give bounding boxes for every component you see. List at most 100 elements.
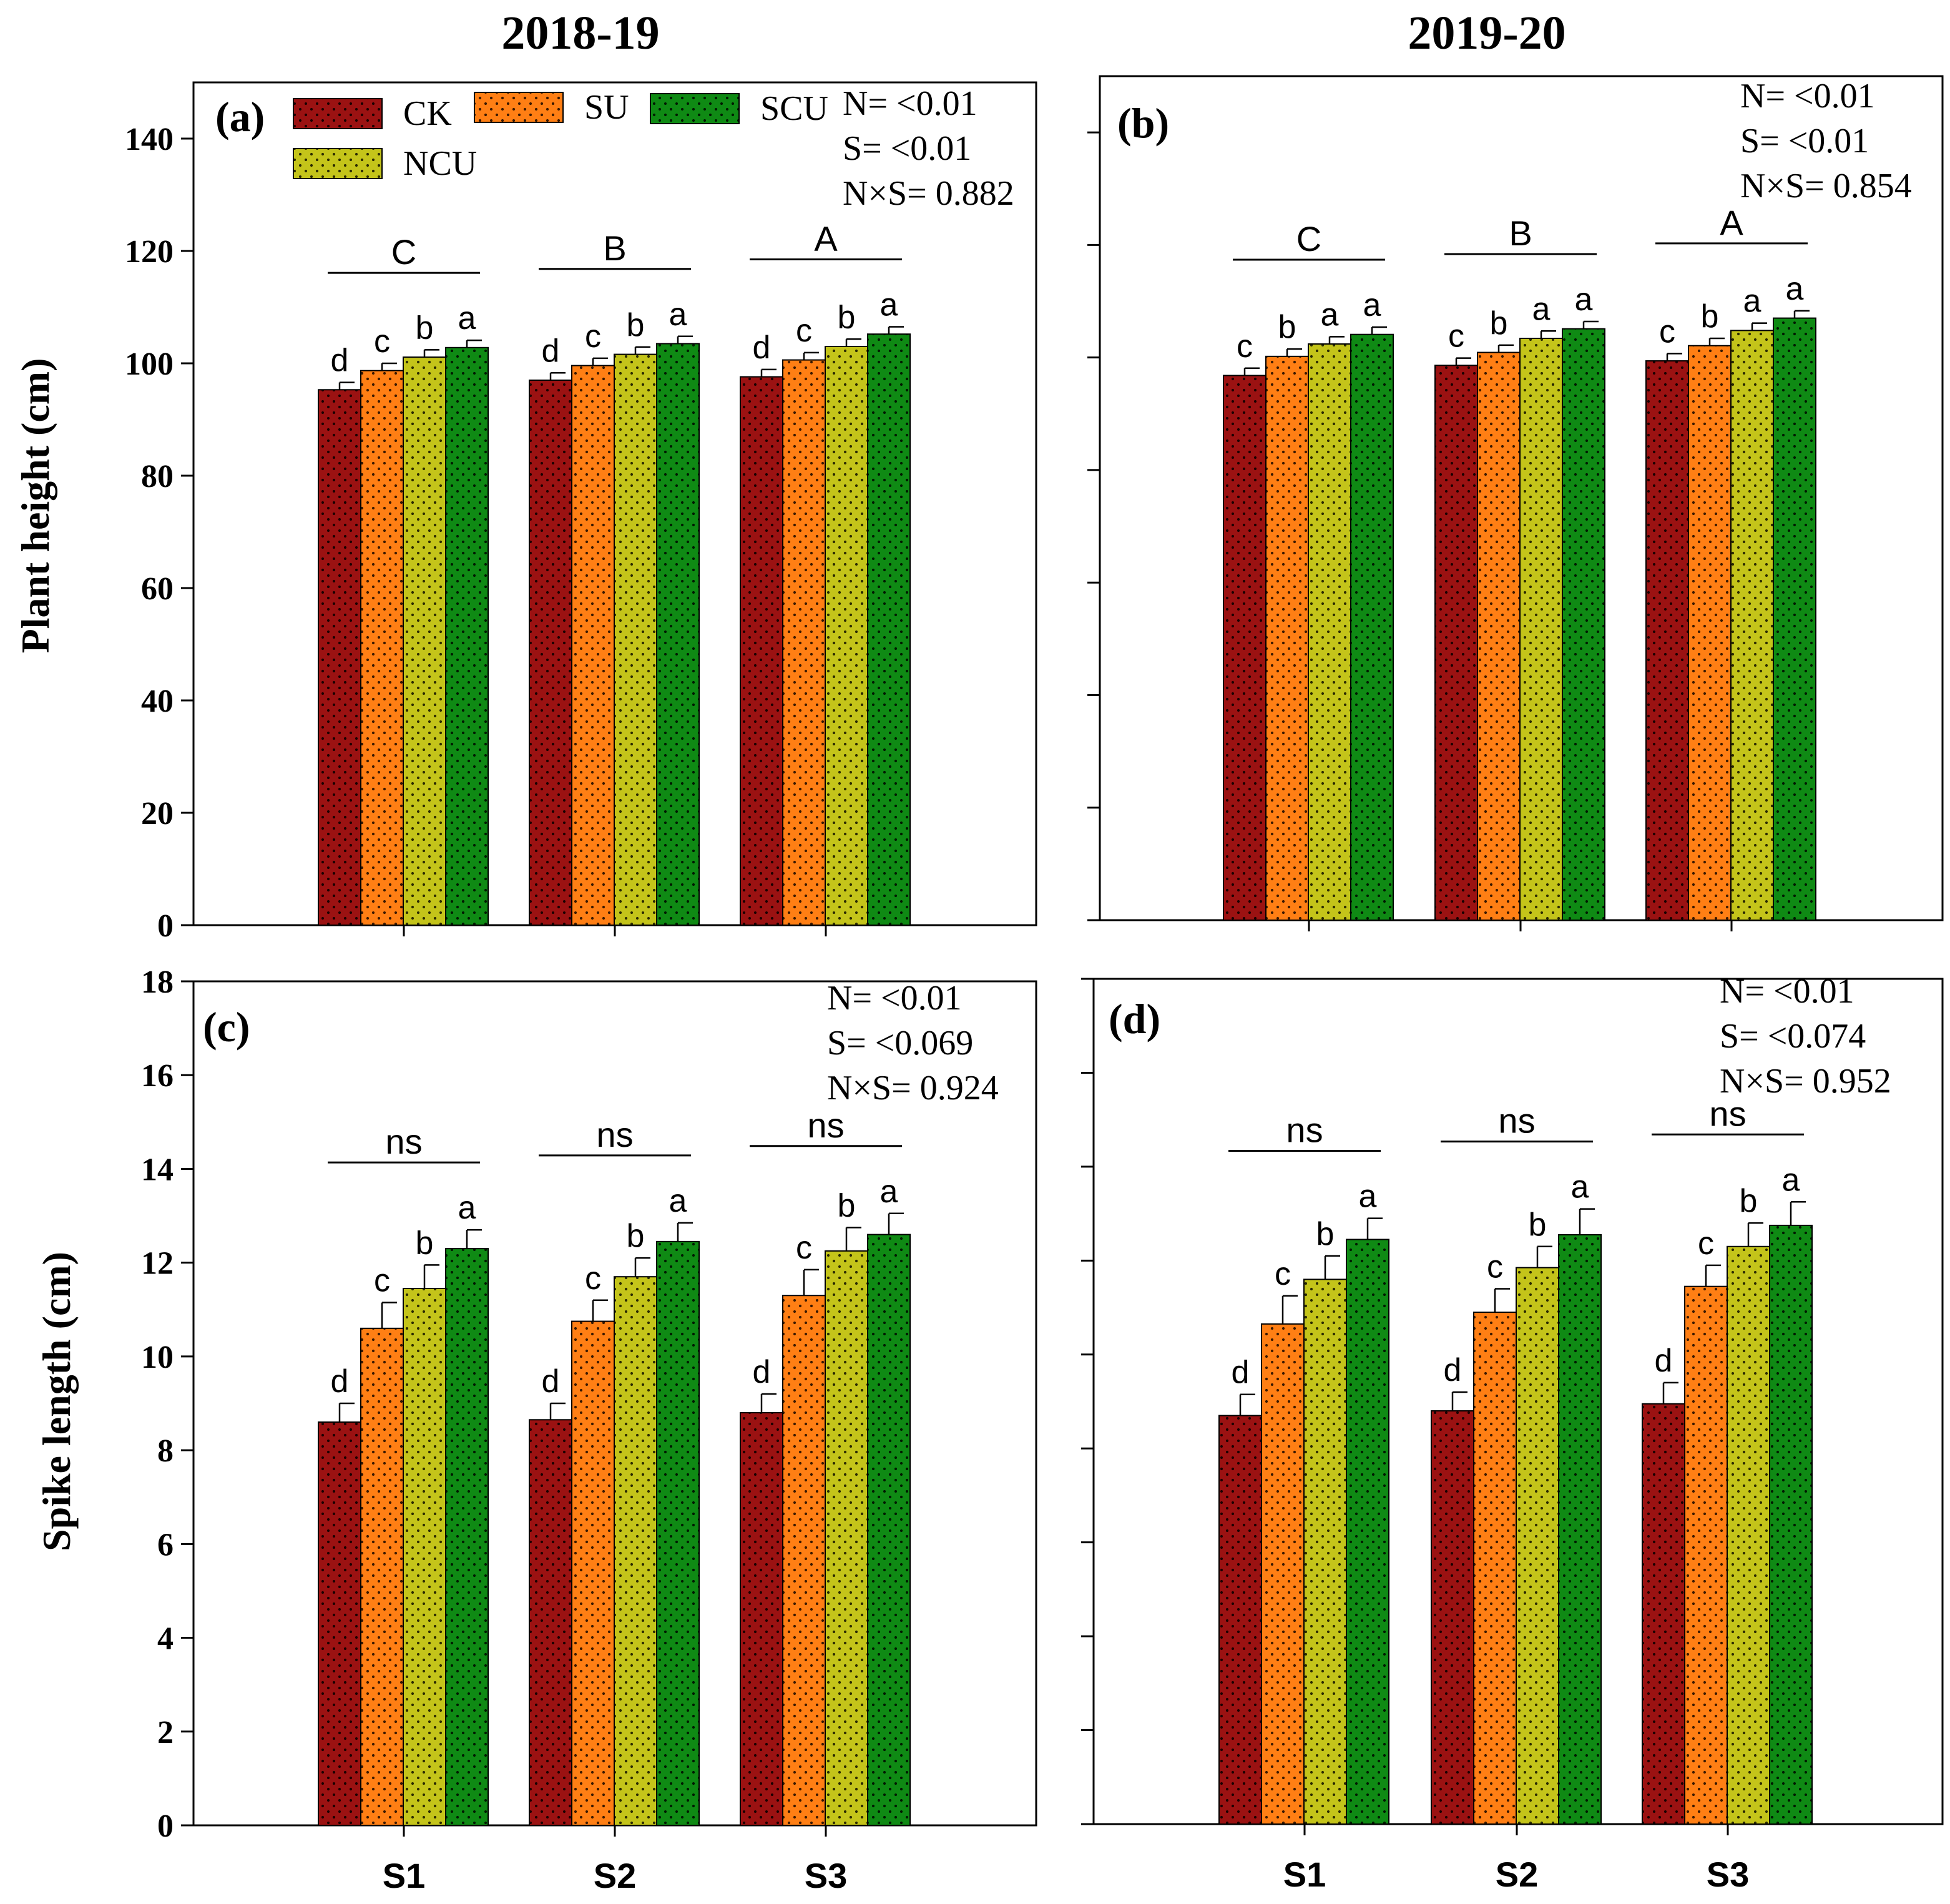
legend-label-su: SU bbox=[584, 88, 629, 127]
bar-scu-s2 bbox=[656, 1240, 700, 1827]
significance-letter: a bbox=[1359, 1179, 1377, 1215]
bar-su-s1 bbox=[360, 1327, 404, 1827]
significance-letter: c bbox=[585, 1260, 601, 1297]
stat-line: N= <0.01 bbox=[1720, 972, 1854, 1011]
stat-line: N= <0.01 bbox=[827, 979, 962, 1018]
bar-ncu-s2 bbox=[614, 353, 657, 926]
y-axis-label-plant-height: Plant height (cm) bbox=[13, 358, 57, 654]
stat-line: N×S= 0.924 bbox=[827, 1069, 999, 1107]
x-tick-label-s3: S3 bbox=[1707, 1855, 1750, 1894]
group-letter: C bbox=[391, 232, 416, 272]
significance-letter: b bbox=[1490, 305, 1508, 341]
significance-letter: a bbox=[1743, 283, 1761, 320]
legend: CK SU SCU NCU bbox=[293, 88, 828, 183]
bar-ck-s1 bbox=[318, 1421, 361, 1826]
bar-ncu-s2 bbox=[1516, 1267, 1559, 1825]
y-tick-label: 4 bbox=[157, 1621, 174, 1657]
panel-label: (b) bbox=[1117, 99, 1169, 147]
significance-letter: a bbox=[458, 1190, 476, 1226]
group-letter: ns bbox=[807, 1106, 844, 1145]
significance-letter: a bbox=[1782, 1162, 1800, 1198]
bar-ck-s2 bbox=[529, 1419, 572, 1826]
legend-label-ck: CK bbox=[403, 94, 452, 133]
significance-letter: a bbox=[1571, 1169, 1589, 1205]
panel-d-spike-length-2019-20: S1 S2 S3(d)d d dc ccb bba a ans ns nsN= <0.01S= <0… bbox=[1081, 972, 1944, 1894]
stat-line: N= <0.01 bbox=[1740, 77, 1875, 115]
y-tick-label: 40 bbox=[141, 684, 174, 719]
significance-letter: b bbox=[627, 307, 645, 343]
bar-scu-s1 bbox=[1350, 333, 1394, 921]
significance-letter: c bbox=[796, 313, 812, 349]
significance-letter: a bbox=[669, 1183, 687, 1219]
group-letter: B bbox=[603, 228, 626, 268]
bar-ncu-s2 bbox=[1519, 338, 1563, 921]
x-tick-label-s1: S1 bbox=[1283, 1855, 1326, 1894]
significance-letter: a bbox=[1363, 287, 1381, 323]
bar-scu-s3 bbox=[867, 1234, 911, 1826]
bar-scu-s1 bbox=[445, 346, 489, 926]
significance-letter: d bbox=[542, 333, 560, 369]
bar-su-s2 bbox=[1473, 1312, 1517, 1825]
significance-letter: c bbox=[796, 1230, 812, 1266]
bar-ncu-s2 bbox=[614, 1276, 657, 1826]
bar-ck-s3 bbox=[1642, 1403, 1685, 1825]
bar-su-s3 bbox=[1688, 345, 1732, 921]
stat-line: N= <0.01 bbox=[843, 84, 977, 123]
significance-letter: d bbox=[1444, 1352, 1462, 1388]
bar-ck-s2 bbox=[1431, 1410, 1474, 1825]
y-tick-label: 18 bbox=[141, 964, 174, 1000]
y-tick-label: 140 bbox=[125, 122, 174, 157]
bar-ncu-s3 bbox=[825, 1250, 868, 1826]
bar-su-s2 bbox=[571, 365, 615, 926]
group-letter: ns bbox=[385, 1122, 422, 1161]
bar-ncu-s1 bbox=[403, 356, 446, 926]
bar-scu-s3 bbox=[1769, 1224, 1813, 1825]
significance-letter: d bbox=[542, 1363, 560, 1400]
significance-letter: a bbox=[1532, 291, 1551, 327]
significance-letter: a bbox=[458, 300, 476, 336]
panel-label: (c) bbox=[203, 1003, 250, 1051]
stat-line: S= <0.069 bbox=[827, 1024, 973, 1062]
bar-ncu-s3 bbox=[1727, 1245, 1770, 1825]
significance-letter: d bbox=[753, 330, 771, 366]
bar-su-s2 bbox=[1477, 351, 1521, 921]
significance-letter: a bbox=[669, 297, 687, 333]
legend-swatch-ncu bbox=[293, 148, 383, 179]
legend-label-ncu: NCU bbox=[403, 144, 477, 183]
significance-letter: b bbox=[1278, 309, 1296, 345]
y-tick-label: 6 bbox=[157, 1527, 174, 1563]
y-axis-label-spike-length: Spike length (cm) bbox=[34, 1252, 79, 1551]
stat-line: S= <0.01 bbox=[1740, 122, 1869, 160]
bar-ncu-s1 bbox=[1303, 1278, 1347, 1825]
bar-ck-s3 bbox=[1645, 360, 1689, 921]
group-letter: ns bbox=[596, 1115, 633, 1154]
y-tick-label: 0 bbox=[157, 908, 174, 944]
bar-ck-s2 bbox=[529, 380, 572, 926]
group-letter: B bbox=[1509, 213, 1532, 253]
bar-scu-s3 bbox=[1773, 317, 1816, 921]
y-tick-label: 14 bbox=[141, 1152, 174, 1187]
significance-letter: c bbox=[1448, 318, 1464, 355]
legend-label-scu: SCU bbox=[760, 89, 828, 128]
bar-ncu-s3 bbox=[825, 346, 868, 926]
group-letter: ns bbox=[1709, 1094, 1746, 1133]
significance-letter: b bbox=[838, 299, 856, 335]
bar-ck-s1 bbox=[1223, 375, 1267, 921]
bar-ck-s2 bbox=[1434, 365, 1478, 921]
significance-letter: b bbox=[627, 1218, 645, 1254]
y-tick-label: 2 bbox=[157, 1715, 174, 1750]
significance-letter: c bbox=[1275, 1256, 1291, 1292]
significance-letter: b bbox=[416, 310, 434, 346]
bar-scu-s2 bbox=[1558, 1234, 1602, 1825]
significance-letter: d bbox=[753, 1354, 771, 1390]
group-letter: C bbox=[1296, 219, 1321, 258]
y-tick-label: 20 bbox=[141, 796, 174, 832]
bar-ncu-s1 bbox=[403, 1287, 446, 1826]
significance-letter: b bbox=[838, 1187, 856, 1224]
stat-line: N×S= 0.952 bbox=[1720, 1062, 1891, 1101]
significance-letter: a bbox=[1321, 297, 1339, 333]
x-tick-label-s3: S3 bbox=[805, 1856, 848, 1895]
x-tick-label-s2: S2 bbox=[1496, 1855, 1539, 1894]
stat-line: N×S= 0.854 bbox=[1740, 167, 1912, 205]
